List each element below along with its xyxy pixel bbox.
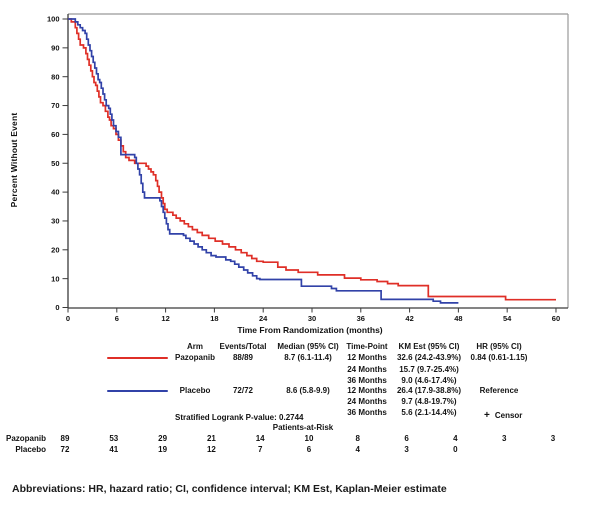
at-risk-value: 6 (306, 445, 312, 454)
abbreviations-note: Abbreviations: HR, hazard ratio; CI, con… (12, 483, 447, 495)
col-header-time-point: Time-Point (346, 342, 388, 351)
at-risk-value: 4 (453, 434, 458, 443)
y-tick-label: 30 (51, 217, 59, 226)
y-axis-title: Percent Without Event (9, 112, 19, 208)
at-risk-value: 29 (158, 434, 168, 443)
hr-value: Reference (479, 386, 519, 395)
y-tick-label: 60 (51, 130, 59, 139)
km-curve-pazopanib (68, 18, 556, 301)
y-tick-label: 90 (51, 43, 59, 52)
time-point-label: 36 Months (347, 408, 387, 417)
at-risk-value: 12 (206, 445, 216, 454)
y-tick-label: 20 (51, 245, 59, 254)
x-axis-title: Time From Randomization (months) (237, 325, 383, 335)
at-risk-value: 14 (255, 434, 265, 443)
y-tick-label: 70 (51, 101, 59, 110)
censor-plus-icon: + (484, 409, 490, 421)
col-header-arm: Arm (186, 342, 204, 351)
pazopanib-line-swatch (107, 357, 168, 360)
at-risk-value: 0 (453, 445, 458, 454)
y-tick-label: 80 (51, 72, 59, 81)
x-tick-label: 30 (308, 314, 316, 323)
col-header-hr: HR (95% CI) (476, 342, 522, 351)
km-est-value: 15.7 (9.7-25.4%) (399, 365, 459, 374)
col-header-events-total: Events/Total (219, 342, 267, 351)
col-header-median: Median (95% CI) (277, 342, 339, 351)
median-value: 8.7 (6.1-11.4) (284, 353, 332, 362)
x-tick-label: 48 (454, 314, 462, 323)
km-est-value: 9.7 (4.8-19.7%) (401, 397, 457, 406)
at-risk-value: 3 (501, 434, 507, 443)
at-risk-value: 72 (60, 445, 70, 454)
x-tick-label: 24 (259, 314, 268, 323)
y-tick-label: 40 (51, 188, 59, 197)
censor-label: Censor (494, 411, 523, 420)
time-point-label: 12 Months (347, 353, 387, 362)
x-tick-label: 6 (115, 314, 119, 323)
at-risk-value: 21 (206, 434, 216, 443)
x-tick-label: 54 (503, 314, 512, 323)
at-risk-value: 3 (550, 434, 556, 443)
patients-at-risk-title: Patients-at-Risk (272, 423, 334, 432)
at-risk-value: 10 (304, 434, 314, 443)
km-curve-placebo (68, 18, 459, 304)
y-tick-label: 50 (51, 159, 59, 168)
censor-legend: + Censor (484, 409, 523, 421)
at-risk-value: 4 (355, 445, 361, 454)
median-value: 8.6 (5.8-9.9) (286, 386, 330, 395)
col-header-km-est: KM Est (95% CI) (398, 342, 460, 351)
at-risk-value: 3 (404, 445, 409, 454)
at-risk-row-label: Pazopanib (5, 434, 46, 443)
at-risk-value: 7 (257, 445, 263, 454)
y-tick-label: 0 (55, 303, 59, 312)
x-tick-label: 12 (161, 314, 169, 323)
km-est-value: 32.6 (24.2-43.9%) (396, 353, 462, 362)
km-est-value: 9.0 (4.6-17.4%) (401, 376, 457, 385)
events-total-value: 72/72 (232, 386, 254, 395)
x-tick-label: 36 (357, 314, 365, 323)
km-est-value: 26.4 (17.9-38.8%) (396, 386, 462, 395)
time-point-label: 24 Months (347, 365, 387, 374)
km-est-value: 5.6 (2.1-14.4%) (401, 408, 457, 417)
at-risk-value: 41 (109, 445, 119, 454)
at-risk-value: 19 (158, 445, 168, 454)
y-tick-label: 10 (51, 274, 59, 283)
at-risk-value: 53 (109, 434, 119, 443)
events-total-value: 88/89 (232, 353, 254, 362)
x-tick-label: 0 (66, 314, 70, 323)
at-risk-value: 6 (404, 434, 409, 443)
time-point-label: 24 Months (347, 397, 387, 406)
arm-name: Placebo (179, 386, 211, 395)
time-point-label: 36 Months (347, 376, 387, 385)
x-tick-label: 42 (405, 314, 413, 323)
hr-value: 0.84 (0.61-1.15) (470, 353, 528, 362)
at-risk-value: 89 (60, 434, 70, 443)
time-point-label: 12 Months (347, 386, 387, 395)
at-risk-value: 8 (355, 434, 361, 443)
logrank-pvalue: Stratified Logrank P-value: 0.2744 (175, 413, 304, 422)
y-tick-label: 100 (47, 15, 60, 24)
at-risk-row-label: Placebo (15, 445, 46, 454)
arm-name: Pazopanib (174, 353, 216, 362)
x-tick-label: 60 (552, 314, 560, 323)
placebo-line-swatch (107, 389, 168, 392)
x-tick-label: 18 (210, 314, 218, 323)
